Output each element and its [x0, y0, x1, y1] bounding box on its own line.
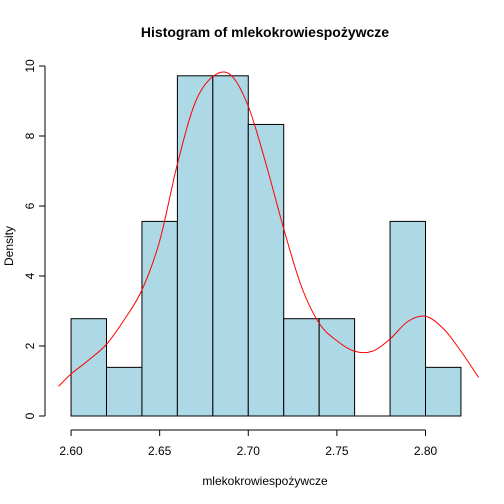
x-tick-label: 2.75: [325, 444, 349, 458]
y-tick-label: 6: [23, 202, 37, 209]
bars-group: [70, 75, 462, 417]
x-tick-label: 2.60: [59, 444, 83, 458]
y-tick-label: 4: [23, 272, 37, 279]
y-tick-label: 10: [23, 59, 37, 73]
y-axis: 0 2 4 6 8 10: [23, 59, 46, 419]
y-tick-label: 2: [23, 342, 37, 349]
histogram-bar: [425, 366, 462, 417]
x-axis: 2.60 2.65 2.70 2.75 2.80: [59, 429, 438, 458]
histogram-bar: [176, 75, 214, 417]
histogram-bar: [389, 220, 427, 417]
density-curve-group: [58, 71, 480, 387]
x-axis-label: mlekokrowiespożywcze: [202, 474, 328, 488]
histogram-bar: [105, 366, 143, 417]
y-tick-label: 8: [23, 132, 37, 139]
x-tick-label: 2.80: [414, 444, 438, 458]
x-tick-label: 2.65: [148, 444, 172, 458]
histogram-bar: [212, 75, 249, 417]
histogram-bar: [283, 318, 320, 417]
x-tick-label: 2.70: [237, 444, 261, 458]
y-tick-label: 0: [23, 412, 37, 419]
histogram-bar: [318, 318, 356, 417]
chart-title: Histogram of mlekokrowiespożywcze: [141, 24, 389, 40]
density-curve: [58, 71, 480, 387]
histogram-bar: [70, 318, 107, 417]
y-axis-label: Density: [2, 226, 16, 266]
histogram-bar: [247, 123, 285, 417]
histogram-bar: [141, 220, 178, 417]
